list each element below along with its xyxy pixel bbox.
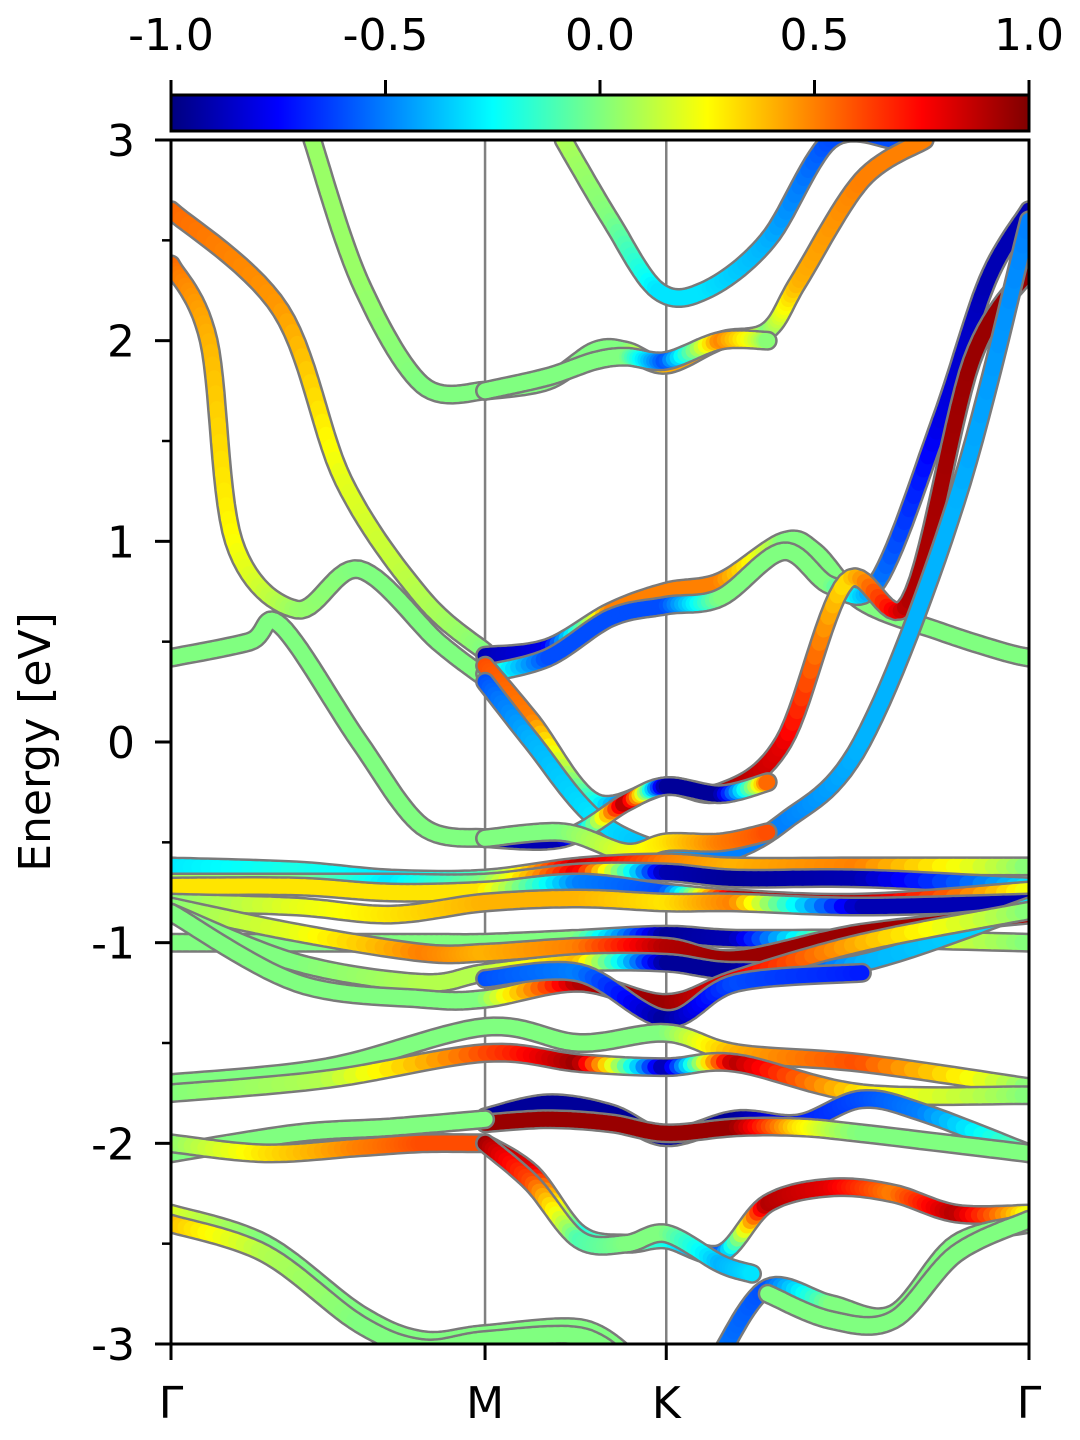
band-segment xyxy=(834,140,849,143)
band-segment xyxy=(620,1359,622,1361)
band-segment xyxy=(615,1355,618,1357)
band-30 xyxy=(757,1209,1029,1336)
band-segment xyxy=(432,1339,451,1344)
y-axis-title: Energy [eV] xyxy=(10,612,61,872)
band-segment xyxy=(865,140,882,144)
colorbar-tick-label: 0.5 xyxy=(780,10,850,61)
y-axis: 3 2 1 0 -1 -2 -3 xyxy=(91,116,171,1371)
band-segment xyxy=(607,1337,625,1344)
band-segment xyxy=(858,140,870,142)
plot-background xyxy=(171,140,1029,1344)
y-tick-label: -2 xyxy=(91,1119,135,1170)
band-segment xyxy=(625,1353,627,1354)
colorbar: -1.0 -0.5 0.0 0.5 1.0 xyxy=(128,10,1064,133)
y-tick-label: -3 xyxy=(91,1320,135,1371)
y-tick-label: 0 xyxy=(107,718,135,769)
band-24 xyxy=(171,1133,496,1164)
band-segment xyxy=(618,1357,621,1359)
band-segment xyxy=(604,1342,614,1344)
band-segment xyxy=(615,1342,626,1344)
band-2 xyxy=(171,610,496,849)
x-tick-label: K xyxy=(652,1378,682,1429)
x-tick-label: Γ xyxy=(1017,1378,1042,1429)
band-segment xyxy=(411,1339,429,1344)
band-segment xyxy=(717,1339,732,1344)
band-segment xyxy=(623,1361,625,1363)
x-tick-label: M xyxy=(466,1378,504,1429)
band-segment xyxy=(861,140,877,143)
y-tick-label: 3 xyxy=(107,116,135,167)
band-segment xyxy=(828,140,846,145)
colorbar-tick-label: -0.5 xyxy=(343,10,429,61)
band-9 xyxy=(475,821,778,863)
band-curves xyxy=(171,140,1029,1364)
band-18 xyxy=(475,960,872,1029)
y-tick-label: 2 xyxy=(107,317,135,368)
band-segment xyxy=(440,1338,459,1344)
x-tick-label: Γ xyxy=(159,1378,184,1429)
y-tick-label: -1 xyxy=(91,919,135,970)
band-5 xyxy=(475,200,1029,684)
band-19 xyxy=(171,1016,1029,1098)
band-segment xyxy=(598,1339,614,1344)
band-segment xyxy=(436,1339,455,1344)
colorbar-tick-label: 0.0 xyxy=(565,10,635,61)
band-3 xyxy=(302,140,496,405)
colorbar-gradient xyxy=(169,93,1031,133)
band-31 xyxy=(553,140,904,308)
band-segment xyxy=(612,1352,615,1355)
band-26 xyxy=(475,1133,762,1284)
colorbar-tick-label: -1.0 xyxy=(128,10,214,61)
band-0 xyxy=(171,200,496,662)
y-tick-label: 1 xyxy=(107,517,135,568)
band-segment xyxy=(873,140,892,146)
band-segment xyxy=(611,1340,626,1344)
band-segment xyxy=(625,1363,627,1364)
band-33 xyxy=(475,329,778,401)
band-segment xyxy=(758,774,776,791)
band-segment xyxy=(621,1343,624,1344)
band-segment xyxy=(720,1343,725,1344)
band-segment xyxy=(841,140,852,141)
band-segment xyxy=(406,1339,425,1344)
band-segment xyxy=(402,1338,421,1344)
band-segment xyxy=(869,140,887,145)
colorbar-tick-label: 1.0 xyxy=(994,10,1064,61)
